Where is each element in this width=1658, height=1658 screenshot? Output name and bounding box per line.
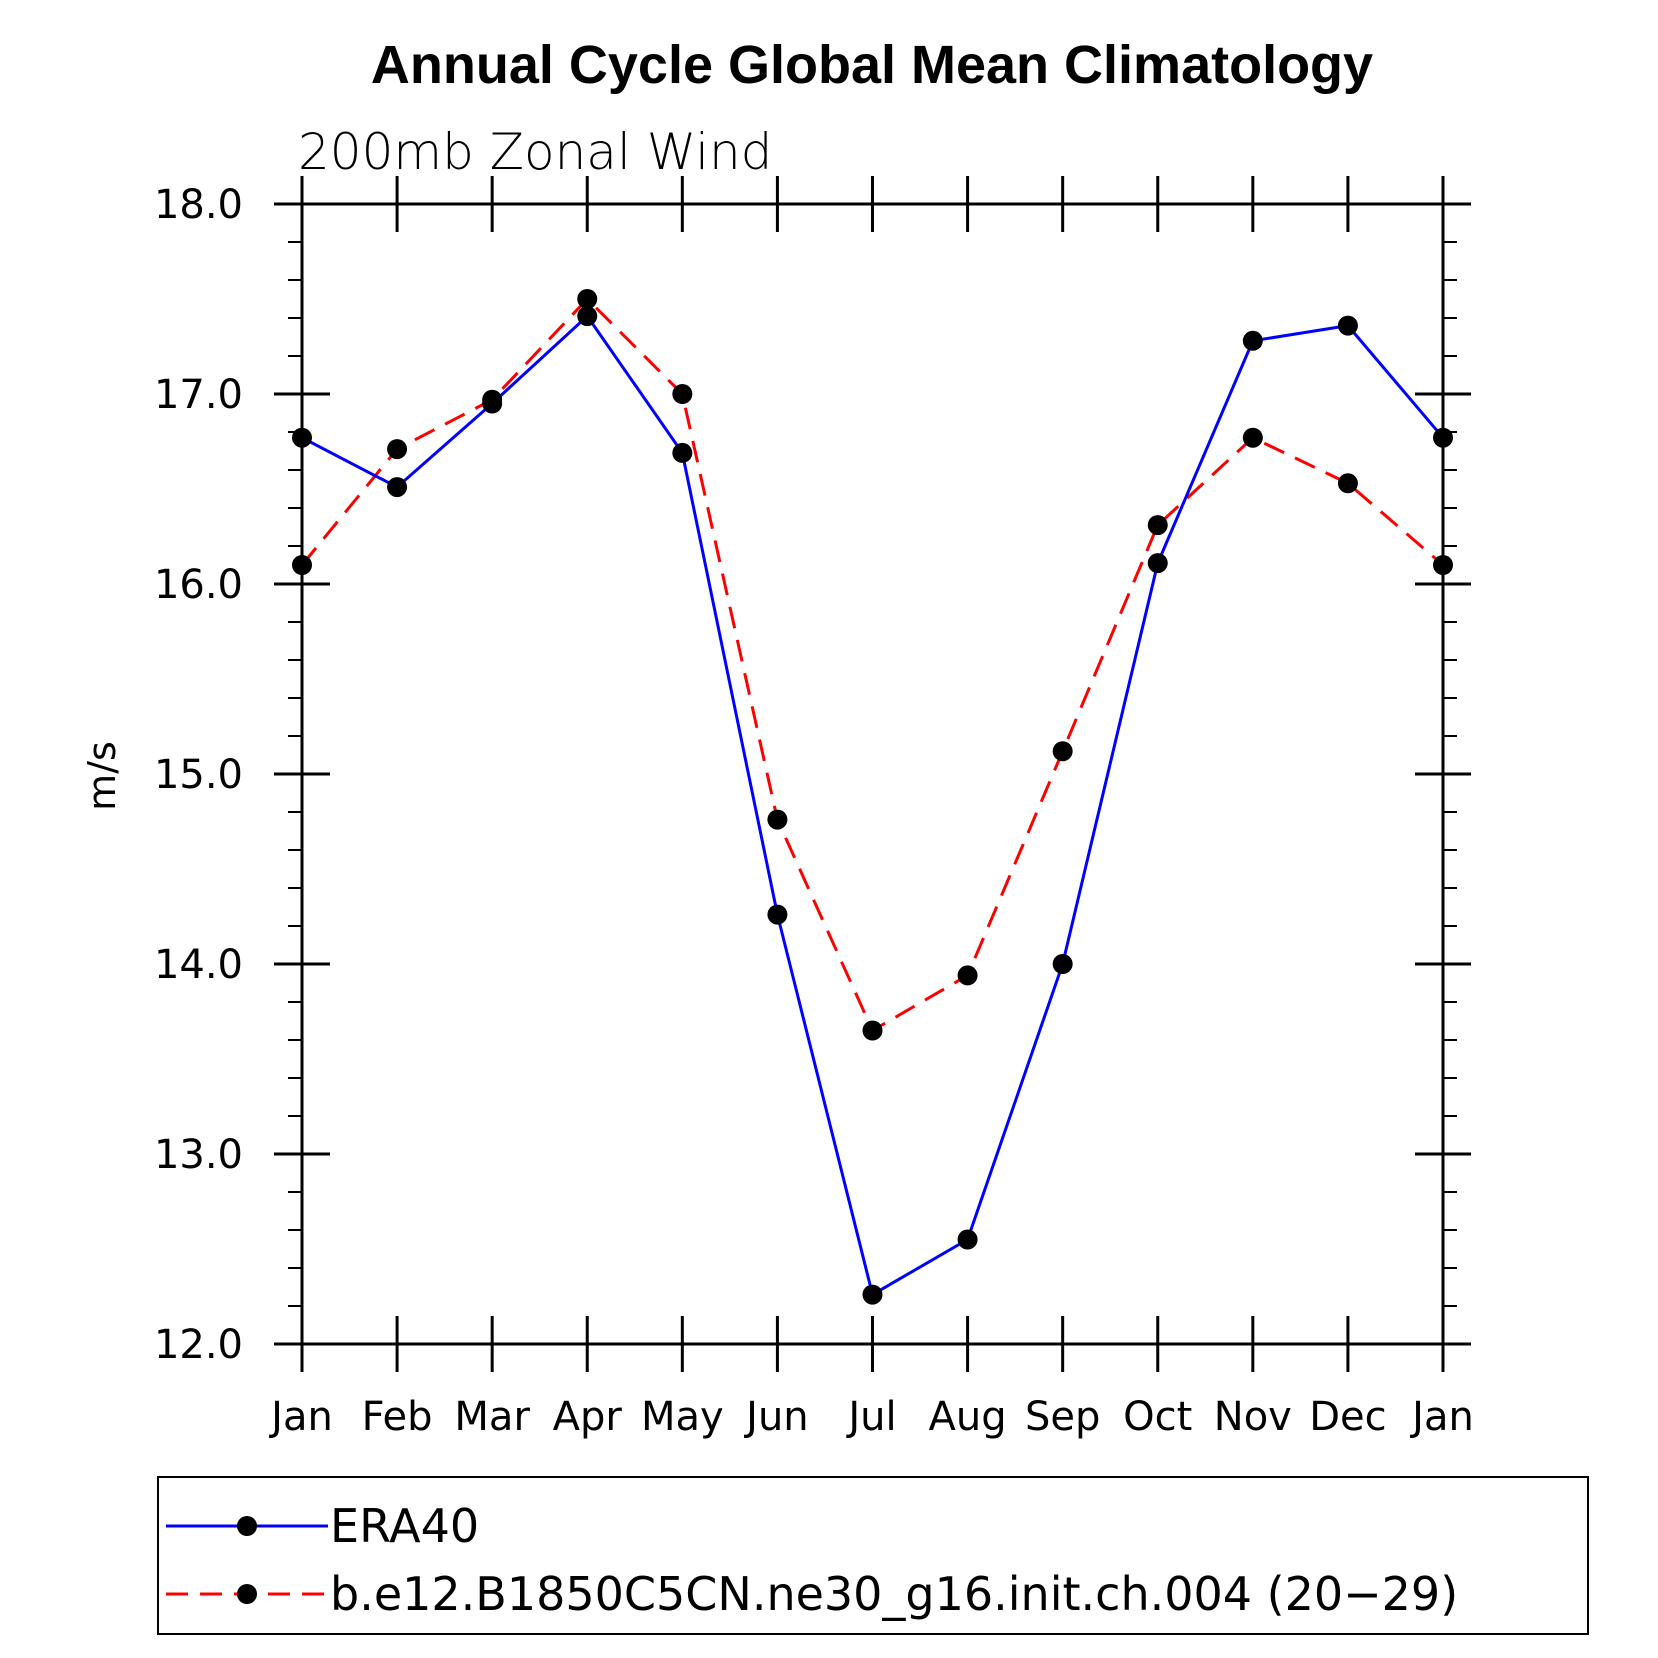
y-tick-label: 15.0: [154, 752, 243, 798]
x-tick-label: Mar: [454, 1394, 530, 1440]
x-tick-label: Nov: [1214, 1394, 1292, 1440]
data-point-0: [1052, 954, 1073, 974]
legend-label-1: b.e12.B1850C5CN.ne30_g16.init.ch.004 (20…: [330, 1567, 1458, 1621]
x-tick-label: Aug: [929, 1394, 1007, 1440]
x-tick-label: Oct: [1123, 1394, 1192, 1440]
x-tick-label: Jun: [743, 1394, 809, 1440]
data-point-1: [1337, 473, 1358, 494]
data-point-0: [957, 1229, 978, 1250]
legend-marker-0: [237, 1516, 257, 1536]
data-point-0: [1433, 427, 1453, 448]
data-point-0: [862, 1284, 883, 1305]
data-point-1: [672, 384, 693, 404]
data-point-0: [672, 442, 693, 463]
data-point-1: [957, 965, 978, 986]
chart-subtitle: 200mb Zonal Wind: [298, 123, 772, 181]
chart-title: Annual Cycle Global Mean Climatology: [371, 35, 1373, 95]
data-point-1: [1052, 741, 1073, 762]
data-point-0: [482, 393, 503, 414]
data-point-0: [292, 427, 312, 448]
x-tick-label: Jan: [268, 1394, 333, 1440]
x-tick-label: May: [641, 1394, 724, 1440]
y-tick-label: 18.0: [154, 182, 243, 228]
x-tick-label: Dec: [1309, 1394, 1386, 1440]
x-tick-label: Jul: [845, 1394, 896, 1440]
axes: Jan Feb Mar Apr May Jun Jul Aug Sep Oct Nov Dec Jan 1…: [154, 176, 1474, 1440]
data-point-1: [1147, 515, 1168, 536]
legend-marker-1: [237, 1584, 257, 1604]
y-tick-label: 16.0: [154, 562, 243, 608]
x-tick-label: Sep: [1025, 1394, 1100, 1440]
data-point-1: [1242, 427, 1263, 448]
data-point-0: [1337, 315, 1358, 336]
y-tick-label: 17.0: [154, 372, 243, 418]
data-point-0: [387, 477, 408, 498]
data-point-1: [1433, 555, 1453, 575]
data-point-0: [577, 306, 598, 327]
x-tick-label: Jan: [1409, 1394, 1474, 1440]
data-point-1: [577, 289, 598, 309]
series-line-1: [300, 296, 1444, 1033]
x-tick-label: Feb: [362, 1394, 433, 1440]
data-point-1: [862, 1020, 883, 1041]
data-point-0: [1242, 330, 1263, 351]
legend-label-0: ERA40: [330, 1499, 479, 1553]
legend: ERA40 b.e12.B1850C5CN.ne30_g16.init.ch.00…: [157, 1476, 1589, 1635]
data-point-1: [292, 555, 312, 575]
data-point-0: [1147, 553, 1168, 574]
data-point-1: [767, 809, 788, 830]
y-tick-label: 13.0: [154, 1132, 243, 1178]
data-point-1: [387, 439, 408, 460]
series-layer: [292, 289, 1453, 1305]
x-tick-label: Apr: [553, 1394, 623, 1440]
data-point-0: [767, 904, 788, 925]
plot-frame: [300, 202, 1445, 1346]
y-axis-label: m/s: [80, 741, 124, 811]
legend-box: [157, 1476, 1589, 1635]
series-line-0: [301, 313, 1445, 1297]
y-tick-label: 12.0: [154, 1322, 243, 1368]
y-tick-label: 14.0: [154, 942, 243, 988]
